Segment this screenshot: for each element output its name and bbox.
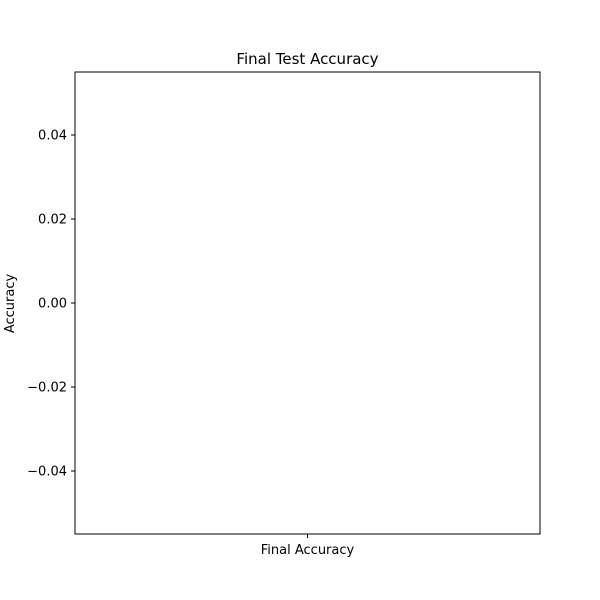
x-tick-label: Final Accuracy bbox=[261, 543, 355, 558]
y-axis-ticks: −0.04 −0.02 0.00 0.02 0.04 bbox=[27, 129, 75, 480]
plot-area-frame bbox=[74, 71, 541, 535]
y-tick-label: −0.02 bbox=[27, 381, 67, 396]
y-axis-label: Accuracy bbox=[3, 274, 18, 334]
y-tick-label: −0.04 bbox=[27, 465, 67, 480]
y-tick-label: 0.00 bbox=[38, 297, 67, 312]
x-axis-ticks: Final Accuracy bbox=[261, 534, 355, 558]
chart-title: Final Test Accuracy bbox=[236, 50, 378, 68]
y-tick-label: 0.02 bbox=[38, 213, 67, 228]
y-tick-label: 0.04 bbox=[38, 129, 67, 144]
